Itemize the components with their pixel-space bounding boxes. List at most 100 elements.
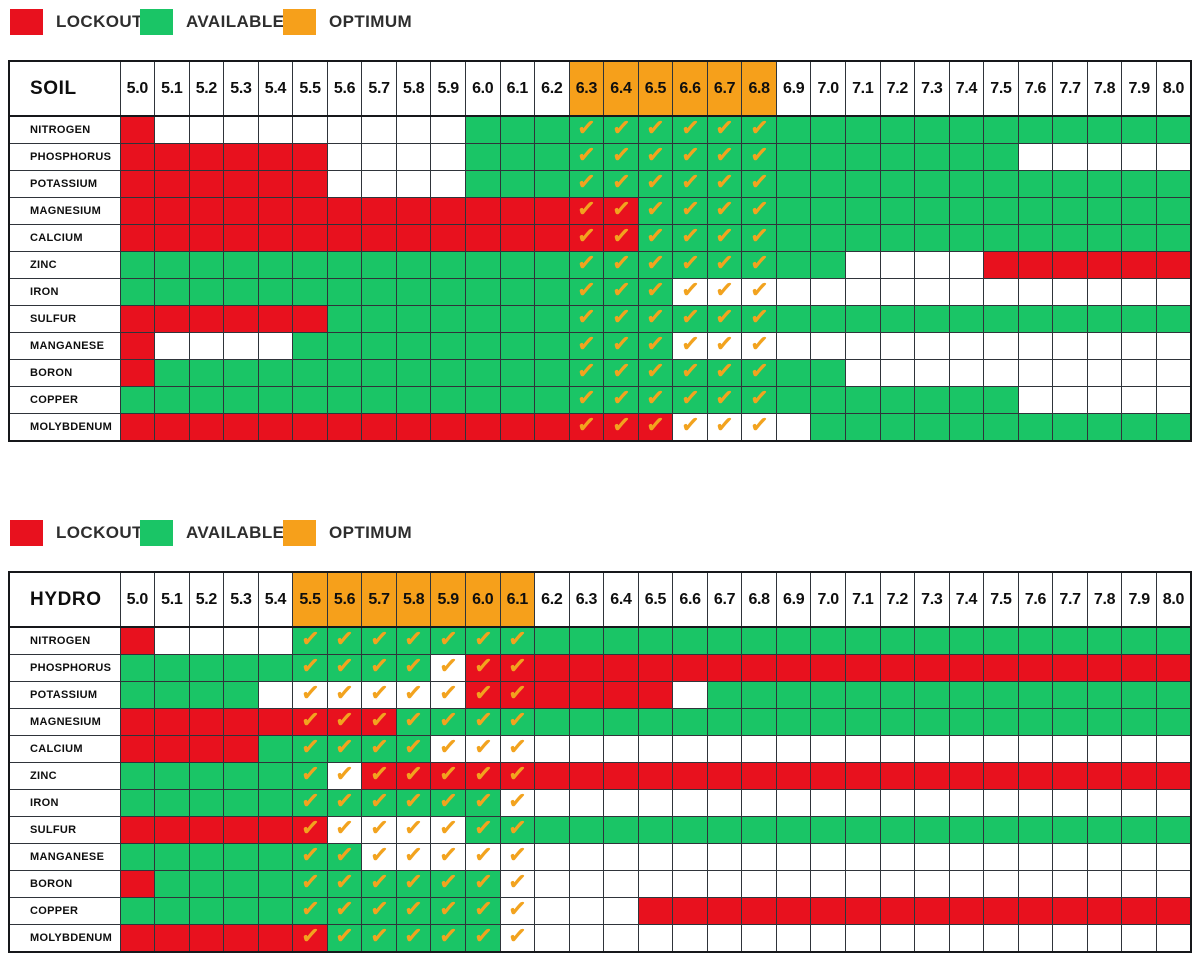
cell-copper-6.5 bbox=[637, 897, 674, 925]
cell-zinc-5.6: ✓ bbox=[326, 761, 363, 790]
cell-molybdenum-5.7 bbox=[361, 413, 397, 442]
cell-iron-7.6 bbox=[1017, 789, 1054, 817]
ph-header-7.3: 7.3 bbox=[914, 571, 950, 628]
cell-nitrogen-6.8: ✓ bbox=[741, 115, 777, 144]
optimum-check-icon: ✓ bbox=[610, 412, 632, 440]
cell-phosphorus-5.2 bbox=[188, 654, 225, 682]
optimum-check-icon: ✓ bbox=[679, 331, 701, 359]
cell-copper-5.2 bbox=[188, 897, 225, 925]
ph-header-5.5: 5.5 bbox=[292, 60, 328, 117]
cell-iron-5.1 bbox=[154, 789, 190, 817]
cell-copper-5.9: ✓ bbox=[430, 896, 466, 925]
optimum-check-icon: ✓ bbox=[368, 761, 390, 789]
cell-sulfur-7.5 bbox=[983, 305, 1019, 333]
cell-phosphorus-5.0 bbox=[119, 143, 156, 171]
cell-manganese-6.8: ✓ bbox=[741, 331, 777, 360]
cell-nitrogen-7.6 bbox=[1017, 626, 1054, 655]
cell-molybdenum-5.9 bbox=[430, 413, 466, 442]
optimum-check-icon: ✓ bbox=[437, 761, 459, 789]
cell-zinc-6.3 bbox=[568, 762, 605, 790]
cell-copper-6.6: ✓ bbox=[672, 385, 708, 414]
cell-manganese-6.7 bbox=[706, 843, 743, 871]
cell-boron-5.4 bbox=[257, 359, 294, 387]
optimum-check-icon: ✓ bbox=[506, 653, 528, 681]
nutrient-row-molybdenum: MOLYBDENUM ✓ ✓ ✓ ✓ ✓ ✓ ✓ bbox=[8, 923, 1192, 953]
cell-nitrogen-7.6 bbox=[1017, 115, 1054, 144]
ph-header-7.4: 7.4 bbox=[948, 571, 985, 628]
nutrient-label-magnesium: MAGNESIUM bbox=[8, 708, 121, 736]
optimum-check-icon: ✓ bbox=[714, 304, 736, 332]
cell-potassium-5.1 bbox=[154, 170, 190, 198]
cell-magnesium-6.2 bbox=[534, 197, 570, 225]
optimum-check-icon: ✓ bbox=[334, 761, 356, 789]
cell-zinc-7.6 bbox=[1017, 251, 1054, 279]
cell-manganese-6.0: ✓ bbox=[464, 842, 501, 871]
cell-molybdenum-5.8: ✓ bbox=[395, 923, 432, 953]
cell-molybdenum-7.8 bbox=[1086, 924, 1123, 953]
ph-header-5.1: 5.1 bbox=[154, 571, 190, 628]
cell-sulfur-6.0 bbox=[464, 305, 501, 333]
cell-iron-5.9: ✓ bbox=[430, 788, 466, 817]
cell-nitrogen-7.7 bbox=[1052, 626, 1088, 655]
cell-zinc-7.1 bbox=[844, 251, 881, 279]
optimum-check-icon: ✓ bbox=[368, 680, 390, 708]
optimum-check-icon: ✓ bbox=[714, 196, 736, 224]
cell-calcium-7.7 bbox=[1052, 224, 1088, 252]
optimum-check-icon: ✓ bbox=[403, 707, 425, 735]
cell-magnesium-5.9: ✓ bbox=[430, 707, 466, 736]
cell-potassium-7.0 bbox=[810, 681, 846, 709]
optimum-check-icon: ✓ bbox=[714, 223, 736, 251]
optimum-check-icon: ✓ bbox=[506, 815, 528, 843]
cell-nitrogen-7.2 bbox=[879, 626, 916, 655]
cell-iron-6.6: ✓ bbox=[672, 277, 708, 306]
cell-magnesium-6.0 bbox=[464, 197, 501, 225]
ph-header-5.8: 5.8 bbox=[395, 571, 432, 628]
cell-copper-5.1 bbox=[154, 386, 190, 414]
cell-molybdenum-7.7 bbox=[1052, 413, 1088, 442]
ph-header-5.3: 5.3 bbox=[223, 571, 259, 628]
cell-copper-5.6 bbox=[326, 386, 363, 414]
cell-nitrogen-5.7: ✓ bbox=[361, 626, 397, 655]
optimum-check-icon: ✓ bbox=[437, 788, 459, 816]
cell-calcium-5.9 bbox=[430, 224, 466, 252]
optimum-check-icon: ✓ bbox=[437, 734, 459, 762]
cell-manganese-5.4 bbox=[257, 843, 294, 871]
optimum-check-icon: ✓ bbox=[334, 707, 356, 735]
cell-zinc-6.7: ✓ bbox=[706, 250, 743, 279]
cell-calcium-7.8 bbox=[1086, 224, 1123, 252]
nutrient-row-sulfur: SULFUR ✓ ✓ ✓ ✓ ✓ ✓ ✓ bbox=[8, 815, 1192, 844]
cell-boron-5.9 bbox=[430, 359, 466, 387]
cell-manganese-5.6 bbox=[326, 332, 363, 360]
cell-potassium-7.9 bbox=[1121, 170, 1157, 198]
optimum-check-icon: ✓ bbox=[506, 869, 528, 897]
cell-manganese-6.1 bbox=[499, 332, 536, 360]
cell-iron-5.3 bbox=[223, 789, 259, 817]
cell-potassium-5.6 bbox=[326, 170, 363, 198]
cell-copper-7.4 bbox=[948, 386, 985, 414]
cell-phosphorus-6.3 bbox=[568, 654, 605, 682]
nutrient-row-potassium: POTASSIUM ✓ ✓ ✓ ✓ ✓ ✓ bbox=[8, 169, 1192, 198]
cell-phosphorus-5.7: ✓ bbox=[361, 653, 397, 682]
optimum-check-icon: ✓ bbox=[299, 680, 321, 708]
cell-nitrogen-5.9: ✓ bbox=[430, 626, 466, 655]
optimum-check-icon: ✓ bbox=[610, 223, 632, 251]
ph-header-5.0: 5.0 bbox=[119, 60, 156, 117]
cell-copper-5.8 bbox=[395, 386, 432, 414]
cell-zinc-7.8 bbox=[1086, 762, 1123, 790]
cell-molybdenum-5.3 bbox=[223, 413, 259, 442]
cell-iron-6.4: ✓ bbox=[603, 277, 639, 306]
cell-manganese-7.7 bbox=[1052, 332, 1088, 360]
cell-boron-7.2 bbox=[879, 870, 916, 898]
cell-magnesium-5.6 bbox=[326, 197, 363, 225]
cell-sulfur-7.1 bbox=[844, 305, 881, 333]
cell-calcium-6.8: ✓ bbox=[741, 223, 777, 252]
cell-molybdenum-6.3: ✓ bbox=[568, 412, 605, 442]
nutrient-label-nitrogen: NITROGEN bbox=[8, 115, 121, 144]
cell-iron-5.4 bbox=[257, 278, 294, 306]
cell-calcium-6.6 bbox=[672, 735, 708, 763]
nutrient-row-sulfur: SULFUR ✓ ✓ ✓ ✓ ✓ ✓ bbox=[8, 304, 1192, 333]
cell-calcium-7.2 bbox=[879, 224, 916, 252]
cell-zinc-7.4 bbox=[948, 762, 985, 790]
optimum-check-icon: ✓ bbox=[748, 115, 770, 143]
cell-calcium-5.8 bbox=[395, 224, 432, 252]
